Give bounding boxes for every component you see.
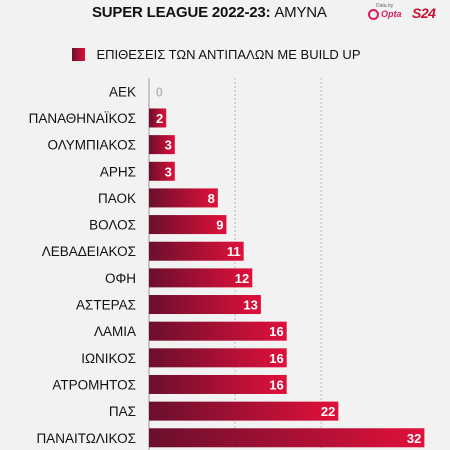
value-label: 13 <box>243 298 257 313</box>
title-bold: SUPER LEAGUE 2022-23: <box>92 4 271 21</box>
bar <box>149 161 175 181</box>
category-label: ΙΩΝΙΚΟΣ <box>81 351 136 366</box>
category-label: ΛΑΜΙΑ <box>94 324 136 339</box>
value-label: 16 <box>269 351 283 366</box>
opta-logo: Data by Opta <box>368 3 404 25</box>
bar <box>149 268 253 288</box>
value-label: 0 <box>156 84 163 99</box>
category-label: ΑΣΤΕΡΑΣ <box>76 298 136 313</box>
bar <box>149 241 244 261</box>
category-label: ΑΕΚ <box>109 84 136 99</box>
bar <box>149 348 287 368</box>
value-label: 22 <box>321 404 335 419</box>
category-label: ΑΡΗΣ <box>100 164 136 179</box>
category-label: ΒΟΛΟΣ <box>89 218 136 233</box>
bar <box>149 428 425 448</box>
s24-logo: S24 <box>412 5 436 21</box>
opta-caption: Data by <box>376 3 394 9</box>
value-label: 32 <box>407 431 421 446</box>
category-label: ΠΑΝΑΙΤΩΛΙΚΟΣ <box>36 431 136 446</box>
value-label: 11 <box>227 244 241 259</box>
category-label: ΠΑΝΑΘΗΝΑΪΚΟΣ <box>29 111 136 126</box>
value-label: 16 <box>269 377 283 392</box>
opta-ring-icon <box>368 9 379 20</box>
opta-wordmark: Opta <box>381 9 402 19</box>
category-label: ΟΦΗ <box>105 271 136 286</box>
bar <box>149 295 261 315</box>
legend: ΕΠΙΘΕΣΕΙΣ ΤΩΝ ΑΝΤΙΠΑΛΩΝ ΜΕ BUILD UP <box>72 46 361 62</box>
value-label: 9 <box>216 218 223 233</box>
bar <box>149 188 218 208</box>
value-label: 12 <box>235 271 249 286</box>
bar <box>149 215 227 235</box>
bar <box>149 401 339 421</box>
value-label: 3 <box>165 138 172 153</box>
bar <box>149 374 287 394</box>
title-light: ΑΜΥΝΑ <box>274 4 327 21</box>
value-label: 8 <box>208 191 215 206</box>
category-label: ΛΕΒΑΔΕΙΑΚΟΣ <box>42 244 136 259</box>
legend-label: ΕΠΙΘΕΣΕΙΣ ΤΩΝ ΑΝΤΙΠΑΛΩΝ ΜΕ BUILD UP <box>96 47 361 63</box>
legend-swatch <box>72 48 85 62</box>
value-label: 16 <box>269 324 283 339</box>
value-label: 3 <box>165 164 172 179</box>
header: SUPER LEAGUE 2022-23: ΑΜΥΝΑ Data by Opta… <box>0 0 450 30</box>
category-label: ΠΑΣ <box>109 404 136 419</box>
category-label: ΑΤΡΟΜΗΤΟΣ <box>52 377 136 392</box>
bar <box>149 321 287 341</box>
bar <box>149 108 167 128</box>
bar <box>149 135 175 155</box>
value-label: 2 <box>156 111 163 126</box>
category-label: ΠΑΟΚ <box>98 191 136 206</box>
chart-title: SUPER LEAGUE 2022-23: ΑΜΥΝΑ <box>92 4 327 21</box>
category-label: ΟΛΥΜΠΙΑΚΟΣ <box>48 138 136 153</box>
